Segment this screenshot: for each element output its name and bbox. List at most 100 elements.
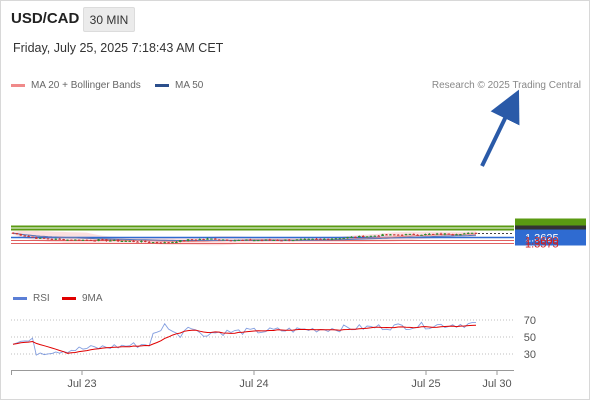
candle-body xyxy=(214,238,217,240)
candle-body xyxy=(470,232,474,234)
candle-body xyxy=(217,239,221,241)
candle-body xyxy=(435,233,439,235)
ma50-label: MA 50 xyxy=(175,80,204,91)
ma50-line xyxy=(12,232,477,241)
candle-body xyxy=(295,239,299,241)
candle-body xyxy=(249,239,252,241)
candle-body xyxy=(447,233,451,235)
rsi-ma-line xyxy=(12,324,477,354)
candle-body xyxy=(455,234,458,236)
candle-body xyxy=(31,236,34,238)
candle-body xyxy=(245,239,248,241)
candle-body xyxy=(11,232,15,234)
level-badge-support xyxy=(515,229,586,246)
candle-body xyxy=(431,233,435,235)
candle-body xyxy=(167,242,170,244)
candle-body xyxy=(19,234,23,236)
candle-body xyxy=(241,240,244,241)
x-tick-label-2: Jul 25 xyxy=(411,378,440,390)
candle-body xyxy=(358,236,361,238)
candle-body xyxy=(81,239,85,241)
candle-body xyxy=(373,235,377,237)
candle-body xyxy=(377,235,380,237)
timeframe-badge[interactable]: 30 MIN xyxy=(83,7,135,32)
candle-body xyxy=(171,242,174,244)
candle-body xyxy=(66,239,69,241)
candle-body xyxy=(412,233,415,235)
candle-body xyxy=(194,239,198,241)
candle-body xyxy=(439,233,443,235)
candle-body xyxy=(350,236,353,238)
candle-body xyxy=(338,238,342,240)
candle-body xyxy=(120,241,124,242)
candle-body xyxy=(389,234,392,236)
candle-body xyxy=(128,240,131,242)
candle-body xyxy=(443,233,447,235)
candle-body xyxy=(144,240,147,242)
candle-body xyxy=(229,240,233,242)
candle-body xyxy=(109,240,112,242)
candle-body xyxy=(35,237,38,239)
candle-body xyxy=(136,241,139,243)
candle-body xyxy=(459,234,462,236)
candle-body xyxy=(147,241,151,243)
candle-body xyxy=(210,238,213,240)
rsi-tick-50: 50 xyxy=(524,332,536,344)
candle-body xyxy=(74,239,77,241)
candle-body xyxy=(361,236,365,238)
legend-rsi-ma: 9MA xyxy=(62,293,103,304)
candle-body xyxy=(307,238,310,240)
candle-body xyxy=(23,235,26,237)
candlesticks xyxy=(11,232,478,244)
candle-body xyxy=(163,242,166,244)
candle-body xyxy=(428,233,431,235)
candle-body xyxy=(46,238,50,240)
candle-body xyxy=(381,234,384,236)
candle-body xyxy=(190,239,194,241)
candle-body xyxy=(155,242,159,244)
candle-body xyxy=(116,239,120,242)
candle-body xyxy=(474,232,478,234)
candle-body xyxy=(323,238,326,240)
candle-body xyxy=(404,234,408,236)
candle-body xyxy=(58,238,61,240)
rsi-swatch xyxy=(13,297,27,300)
candle-body xyxy=(463,233,466,235)
candle-body xyxy=(326,238,330,240)
candle-body xyxy=(159,242,163,244)
candle-body xyxy=(112,239,116,241)
candle-body xyxy=(151,242,155,244)
candle-body xyxy=(354,236,357,238)
candle-body xyxy=(105,239,108,241)
rsi-line xyxy=(12,321,476,356)
rsi-panel: 70 50 30 xyxy=(11,315,536,361)
candle-body xyxy=(97,239,100,241)
candle-body xyxy=(365,236,369,238)
candle-body xyxy=(369,235,373,237)
ma20-swatch xyxy=(11,84,25,87)
candle-body xyxy=(50,238,54,240)
candle-body xyxy=(42,237,46,239)
candle-body xyxy=(54,238,58,240)
candle-body xyxy=(179,240,182,242)
rsi-ma-swatch xyxy=(62,297,76,300)
candle-body xyxy=(93,240,96,242)
candle-body xyxy=(420,234,423,236)
candle-body xyxy=(140,240,143,242)
candle-body xyxy=(206,238,209,240)
candle-body xyxy=(260,240,264,242)
candle-body xyxy=(268,239,272,241)
candle-body xyxy=(400,234,404,236)
rsi-tick-30: 30 xyxy=(524,349,536,361)
candle-body xyxy=(451,234,454,236)
candle-body xyxy=(70,239,73,241)
timestamp: Friday, July 25, 2025 7:18:43 AM CET xyxy=(13,41,224,55)
legend-ma20: MA 20 + Bollinger Bands xyxy=(11,80,141,91)
candle-body xyxy=(132,240,135,242)
moving-averages xyxy=(12,232,477,242)
candle-body xyxy=(124,240,128,242)
candle-body xyxy=(62,239,65,241)
candle-body xyxy=(280,240,283,242)
candle-body xyxy=(334,238,338,240)
